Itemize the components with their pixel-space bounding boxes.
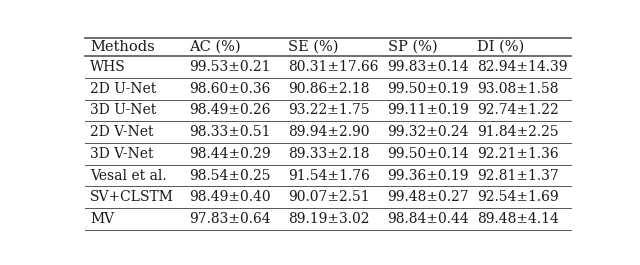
- Text: 99.53±0.21: 99.53±0.21: [189, 60, 271, 74]
- Text: 99.50±0.14: 99.50±0.14: [388, 147, 469, 161]
- Text: AC (%): AC (%): [189, 40, 241, 54]
- Text: 91.54±1.76: 91.54±1.76: [288, 169, 370, 183]
- Text: 98.54±0.25: 98.54±0.25: [189, 169, 271, 183]
- Text: 97.83±0.64: 97.83±0.64: [189, 212, 271, 226]
- Text: MV: MV: [90, 212, 114, 226]
- Text: 3D U-Net: 3D U-Net: [90, 104, 156, 117]
- Text: 99.48±0.27: 99.48±0.27: [388, 190, 469, 204]
- Text: 99.32±0.24: 99.32±0.24: [388, 125, 469, 139]
- Text: 98.49±0.26: 98.49±0.26: [189, 104, 271, 117]
- Text: 2D V-Net: 2D V-Net: [90, 125, 154, 139]
- Text: 93.08±1.58: 93.08±1.58: [477, 82, 558, 96]
- Text: 89.33±2.18: 89.33±2.18: [288, 147, 370, 161]
- Text: SV+CLSTM: SV+CLSTM: [90, 190, 174, 204]
- Text: 92.81±1.37: 92.81±1.37: [477, 169, 559, 183]
- Text: 99.50±0.19: 99.50±0.19: [388, 82, 469, 96]
- Text: 99.36±0.19: 99.36±0.19: [388, 169, 469, 183]
- Text: 89.48±4.14: 89.48±4.14: [477, 212, 559, 226]
- Text: 90.07±2.51: 90.07±2.51: [288, 190, 370, 204]
- Text: 98.60±0.36: 98.60±0.36: [189, 82, 271, 96]
- Text: 89.19±3.02: 89.19±3.02: [288, 212, 370, 226]
- Text: 98.44±0.29: 98.44±0.29: [189, 147, 271, 161]
- Text: 90.86±2.18: 90.86±2.18: [288, 82, 370, 96]
- Text: 93.22±1.75: 93.22±1.75: [288, 104, 370, 117]
- Text: 92.21±1.36: 92.21±1.36: [477, 147, 559, 161]
- Text: 98.33±0.51: 98.33±0.51: [189, 125, 271, 139]
- Text: 91.84±2.25: 91.84±2.25: [477, 125, 559, 139]
- Text: Vesal et al.: Vesal et al.: [90, 169, 166, 183]
- Text: 92.54±1.69: 92.54±1.69: [477, 190, 559, 204]
- Text: 2D U-Net: 2D U-Net: [90, 82, 156, 96]
- Text: 80.31±17.66: 80.31±17.66: [288, 60, 379, 74]
- Text: SE (%): SE (%): [288, 40, 339, 54]
- Text: Methods: Methods: [90, 40, 155, 54]
- Text: 98.84±0.44: 98.84±0.44: [388, 212, 469, 226]
- Text: 89.94±2.90: 89.94±2.90: [288, 125, 370, 139]
- Text: WHS: WHS: [90, 60, 125, 74]
- Text: 98.49±0.40: 98.49±0.40: [189, 190, 271, 204]
- Text: 92.74±1.22: 92.74±1.22: [477, 104, 559, 117]
- Text: 82.94±14.39: 82.94±14.39: [477, 60, 567, 74]
- Text: 99.83±0.14: 99.83±0.14: [388, 60, 469, 74]
- Text: SP (%): SP (%): [388, 40, 437, 54]
- Text: DI (%): DI (%): [477, 40, 524, 54]
- Text: 3D V-Net: 3D V-Net: [90, 147, 154, 161]
- Text: 99.11±0.19: 99.11±0.19: [388, 104, 469, 117]
